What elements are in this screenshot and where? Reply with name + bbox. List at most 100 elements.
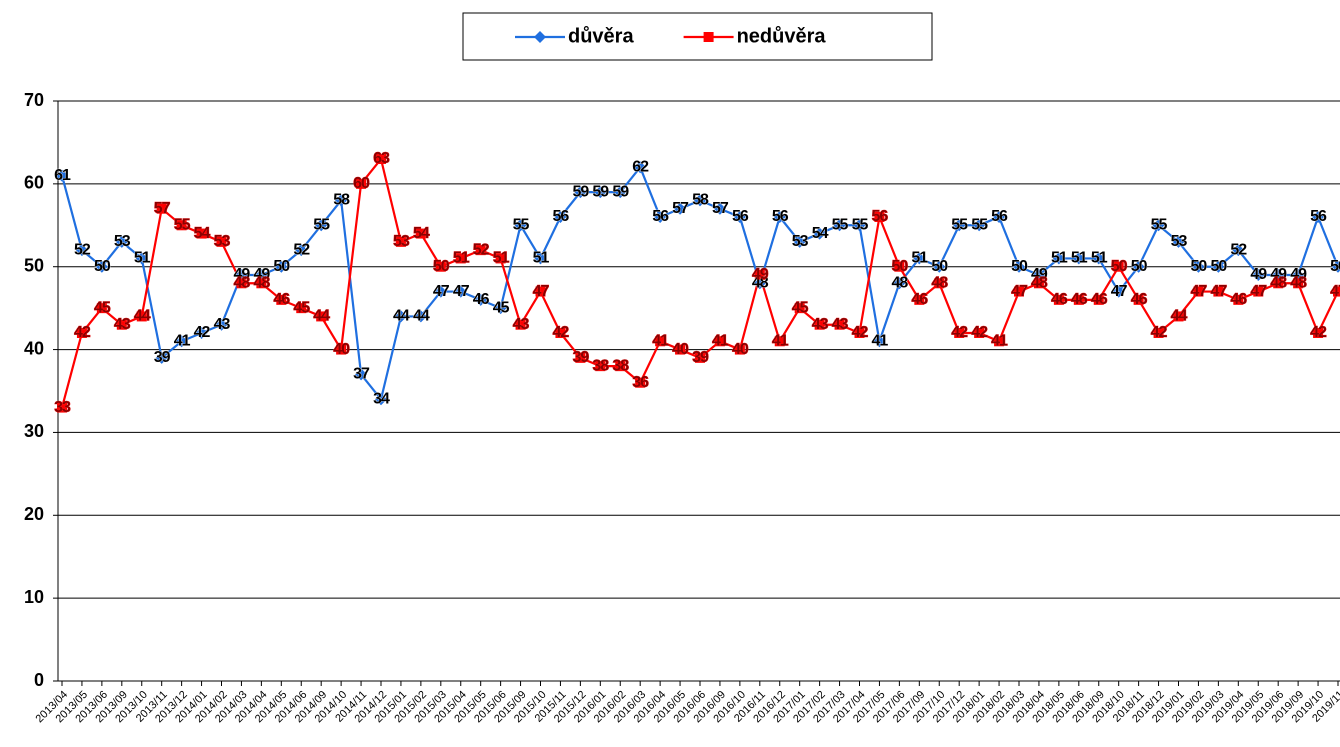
data-label: 56 <box>1310 208 1327 225</box>
data-label: 42 <box>852 324 869 341</box>
data-label: 55 <box>832 217 849 234</box>
data-point <box>674 202 687 215</box>
data-point <box>1153 328 1164 338</box>
data-label: 46 <box>1230 291 1247 308</box>
data-point <box>734 344 745 355</box>
data-point <box>435 261 446 272</box>
data-point <box>1332 260 1340 273</box>
data-point <box>1014 286 1024 297</box>
data-point <box>1293 278 1304 289</box>
data-point <box>336 344 347 355</box>
legend-label: důvěra <box>568 25 634 47</box>
data-point <box>595 361 606 372</box>
data-point <box>675 344 686 355</box>
data-label: 44 <box>1171 308 1188 325</box>
data-point <box>1233 294 1244 305</box>
data-point <box>515 319 526 330</box>
data-point <box>954 328 965 338</box>
data-label: 50 <box>1011 258 1028 275</box>
data-point <box>713 202 726 215</box>
data-point <box>833 219 846 232</box>
data-label: 39 <box>154 349 171 366</box>
data-label: 55 <box>513 217 530 234</box>
data-point <box>1252 269 1265 281</box>
data-point <box>534 252 547 265</box>
data-label: 38 <box>592 357 609 374</box>
data-label: 56 <box>732 208 749 225</box>
data-point <box>794 303 805 314</box>
data-point <box>356 178 367 189</box>
data-label: 54 <box>812 225 829 242</box>
data-point <box>574 186 587 199</box>
data-point <box>116 319 127 330</box>
data-label: 49 <box>234 266 251 283</box>
data-label: 46 <box>273 291 290 308</box>
data-point <box>315 219 328 232</box>
legend: důvěra nedůvěra <box>462 12 933 61</box>
data-label: 50 <box>94 258 111 275</box>
data-point <box>57 402 67 413</box>
data-point <box>814 319 825 330</box>
data-point <box>1053 294 1064 305</box>
data-label: 39 <box>692 349 709 366</box>
data-label: 36 <box>632 374 649 391</box>
data-label: 49 <box>1031 266 1048 283</box>
y-tick-label: 30 <box>24 421 44 441</box>
data-label: 55 <box>951 217 968 234</box>
data-point <box>594 186 607 199</box>
data-label: 43 <box>812 316 829 333</box>
data-label: 47 <box>1250 283 1267 300</box>
data-label: 41 <box>772 333 789 350</box>
data-label: 51 <box>1091 250 1108 267</box>
data-point <box>1112 285 1125 298</box>
data-point <box>695 352 705 363</box>
data-point <box>1093 294 1104 305</box>
data-label: 53 <box>792 233 809 250</box>
data-label: 57 <box>154 200 171 217</box>
data-label: 44 <box>413 308 430 325</box>
data-label: 52 <box>473 241 490 258</box>
data-label: 55 <box>1151 217 1168 234</box>
data-label: 48 <box>234 275 251 292</box>
data-point <box>175 335 188 348</box>
data-point <box>1032 269 1045 281</box>
data-label: 49 <box>253 266 270 283</box>
data-label: 48 <box>752 275 769 292</box>
data-point <box>415 228 426 239</box>
data-point <box>575 352 586 363</box>
data-point <box>1273 278 1284 289</box>
data-point <box>1072 252 1085 265</box>
data-point <box>1013 260 1025 273</box>
data-label: 54 <box>413 225 430 242</box>
data-point <box>136 311 147 322</box>
data-label: 57 <box>672 200 689 217</box>
data-label: 50 <box>1111 258 1128 275</box>
data-label: 61 <box>54 167 71 184</box>
data-label: 44 <box>134 308 151 325</box>
data-label: 42 <box>194 324 211 341</box>
data-point <box>115 235 128 248</box>
data-label: 48 <box>253 275 270 292</box>
data-label: 34 <box>373 391 390 408</box>
data-point <box>874 212 885 222</box>
data-label: 55 <box>852 217 869 234</box>
data-label: 41 <box>991 333 1008 350</box>
data-point <box>75 244 88 257</box>
data-label: 43 <box>114 316 131 333</box>
data-point <box>953 219 966 232</box>
data-label: 45 <box>94 299 111 316</box>
data-label: 47 <box>1111 283 1128 300</box>
data-point <box>753 277 766 290</box>
data-label: 56 <box>772 208 789 225</box>
y-tick-label: 60 <box>24 173 44 193</box>
data-label: 49 <box>1290 266 1307 283</box>
data-point <box>395 236 406 247</box>
data-point <box>1133 294 1144 305</box>
data-label: 51 <box>134 250 151 267</box>
data-point <box>993 211 1006 223</box>
data-point <box>1193 286 1204 297</box>
data-point <box>655 336 666 347</box>
data-label: 53 <box>114 233 131 250</box>
data-label: 47 <box>1191 283 1208 300</box>
